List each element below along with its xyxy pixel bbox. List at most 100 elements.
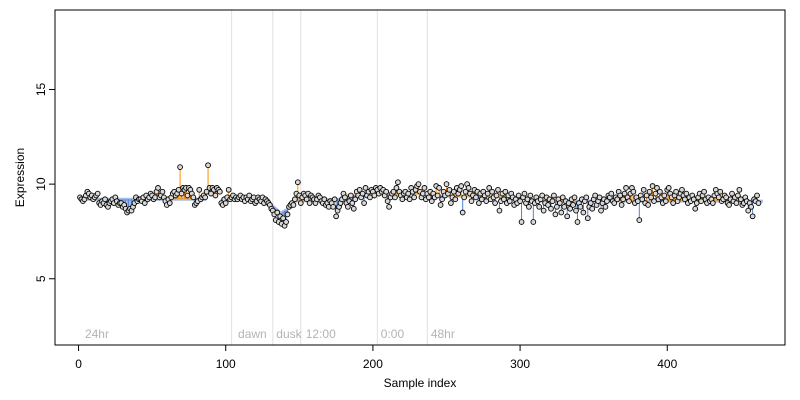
data-point [196, 186, 203, 193]
data-point [623, 185, 629, 191]
data-point [755, 200, 762, 206]
annotation-label: 48hr [431, 327, 455, 341]
x-tick-label: 300 [510, 357, 530, 371]
data-point [589, 205, 596, 212]
data-point [177, 164, 183, 170]
annotation-label: 0:00 [381, 327, 405, 341]
data-point [526, 203, 532, 210]
data-point [530, 219, 537, 225]
data-point [733, 200, 740, 206]
data-point [559, 194, 566, 201]
data-point [496, 207, 503, 214]
data-point [352, 196, 359, 203]
data-point [583, 194, 590, 201]
data-point [222, 200, 229, 206]
data-point [571, 194, 578, 201]
data-point [392, 194, 398, 201]
data-point [274, 209, 281, 216]
data-point [190, 194, 197, 201]
y-axis-title: Expression [13, 148, 27, 207]
data-point [205, 162, 211, 169]
data-point [495, 186, 501, 193]
data-point [604, 198, 610, 205]
data-point [521, 190, 528, 197]
data-point [692, 205, 699, 212]
data-point [284, 211, 291, 218]
data-point [486, 185, 493, 191]
data-point [726, 202, 732, 208]
data-point [333, 213, 339, 220]
data-point [216, 188, 223, 195]
data-point [212, 192, 219, 199]
data-point [428, 198, 435, 205]
x-axis-title: Sample index [384, 376, 457, 390]
data-point [280, 215, 286, 222]
x-tick-label: 0 [75, 357, 82, 371]
data-point [384, 198, 391, 205]
data-point [626, 198, 632, 205]
data-point [527, 192, 534, 199]
data-point [584, 215, 591, 222]
data-point [502, 188, 509, 195]
data-point [749, 213, 756, 220]
data-point [745, 207, 752, 214]
time-annotations: 24hr dawn dusk 12:00 0:00 48hr [85, 327, 455, 341]
vertical-marker-lines [231, 10, 428, 345]
data-point [710, 200, 716, 206]
data-point [518, 219, 525, 225]
data-point [411, 194, 417, 201]
data-point [178, 190, 185, 197]
data-point [468, 198, 475, 205]
data-point [567, 205, 573, 212]
data-point [645, 202, 651, 208]
y-tick-label: 10 [34, 177, 48, 191]
data-point [611, 200, 618, 206]
annotation-label: 12:00 [306, 327, 336, 341]
data-point [321, 196, 328, 203]
data-point [630, 188, 637, 195]
data-point [648, 194, 654, 201]
data-point [602, 203, 609, 210]
data-point [356, 186, 363, 193]
data-point [102, 196, 108, 203]
data-point [297, 200, 304, 206]
data-point [330, 203, 337, 210]
data-point [342, 194, 348, 201]
data-point [736, 186, 743, 193]
data-point [473, 194, 479, 201]
data-point [421, 185, 428, 191]
y-tick-label: 15 [34, 82, 48, 96]
data-point [621, 190, 628, 197]
data-point [540, 207, 547, 214]
data-point [573, 207, 579, 214]
data-point [459, 209, 466, 216]
data-point [434, 192, 441, 199]
data-point [141, 200, 148, 206]
x-tick-label: 400 [657, 357, 677, 371]
data-point [614, 196, 621, 203]
data-point [661, 192, 668, 199]
plot-frame [54, 9, 786, 346]
data-point [574, 219, 581, 225]
data-point [94, 190, 101, 197]
data-point [657, 188, 663, 195]
data-point [159, 188, 166, 195]
data-point [292, 196, 298, 203]
data-point [545, 202, 551, 208]
data-point [489, 188, 495, 195]
data-point [501, 196, 507, 203]
data-point [461, 194, 468, 201]
data-point [717, 188, 724, 195]
data-point [636, 217, 643, 223]
data-point [754, 192, 760, 199]
x-tick-label: 200 [363, 357, 383, 371]
data-point [639, 196, 646, 203]
data-point [386, 203, 392, 210]
data-point [598, 207, 604, 214]
annotation-label: dawn [238, 327, 267, 341]
data-point [443, 181, 450, 187]
y-axis: 5 10 15 [34, 82, 56, 282]
data-point [448, 200, 454, 206]
data-point [580, 209, 587, 216]
data-point [225, 186, 232, 193]
